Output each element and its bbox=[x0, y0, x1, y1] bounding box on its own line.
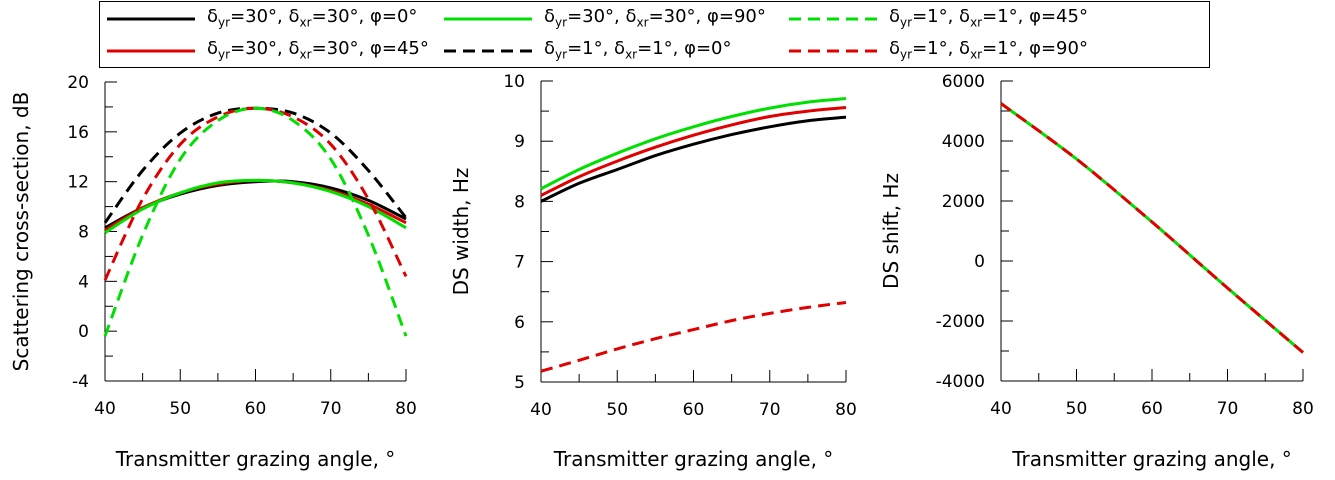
x-tick-label: 40 bbox=[530, 400, 552, 420]
chart-panel-3: 40 50 60 70 80 -4000 -2000 0 2000 4000 6000 Transmi… bbox=[879, 72, 1314, 471]
x-tick-label: 60 bbox=[683, 400, 705, 420]
y-tick-label: 8 bbox=[514, 192, 525, 212]
legend-line-swatch bbox=[107, 17, 195, 21]
y-tick-label: 5 bbox=[514, 373, 525, 393]
x-tick-label: 50 bbox=[169, 399, 191, 419]
y-tick-label: 20 bbox=[67, 73, 89, 93]
x-tick-label: 80 bbox=[835, 400, 857, 420]
y-tick-label: 16 bbox=[67, 123, 89, 143]
y-tick-label: 7 bbox=[514, 253, 525, 273]
series-line-2 bbox=[540, 106, 847, 197]
x-tick-label: 70 bbox=[1217, 399, 1239, 419]
legend-line-swatch bbox=[444, 49, 532, 53]
legend-item: δyr=1°, δxr=1°, φ=0° bbox=[440, 34, 770, 66]
x-tick-label: 80 bbox=[395, 399, 417, 419]
x-tick-label: 80 bbox=[1292, 399, 1314, 419]
y-tick-label: 0 bbox=[78, 322, 89, 342]
legend-line-swatch bbox=[789, 49, 877, 53]
series-line-2 bbox=[1000, 102, 1304, 354]
y-tick-label: 6000 bbox=[942, 72, 985, 92]
legend-item: δyr=30°, δxr=30°, φ=45° bbox=[103, 34, 433, 66]
x-tick-label: 40 bbox=[990, 399, 1012, 419]
x-tick-label: 70 bbox=[320, 399, 342, 419]
y-tick-label: -4000 bbox=[936, 372, 985, 392]
legend-label: δyr=30°, δxr=30°, φ=90° bbox=[544, 6, 766, 30]
legend-item: δyr=30°, δxr=30°, φ=90° bbox=[440, 2, 770, 34]
y-tick-label: 6 bbox=[514, 313, 525, 333]
legend-line-swatch bbox=[789, 17, 877, 21]
y-tick-label: 12 bbox=[67, 173, 89, 193]
x-axis-label: Transmitter grazing angle, ° bbox=[1011, 447, 1292, 471]
legend-item: δyr=30°, δxr=30°, φ=0° bbox=[103, 2, 433, 34]
y-tick-label: 2000 bbox=[942, 192, 985, 212]
y-tick-label: 4000 bbox=[942, 132, 985, 152]
x-tick-label: 40 bbox=[94, 399, 116, 419]
legend-item: δyr=1°, δxr=1°, φ=45° bbox=[785, 2, 1115, 34]
y-tick-label: 0 bbox=[974, 252, 985, 272]
x-tick-label: 60 bbox=[1141, 399, 1163, 419]
y-tick-label: 8 bbox=[78, 223, 89, 243]
legend-label: δyr=1°, δxr=1°, φ=45° bbox=[889, 6, 1088, 30]
x-tick-label: 50 bbox=[606, 400, 628, 420]
y-tick-label: 4 bbox=[78, 272, 89, 292]
series-line-5 bbox=[103, 106, 408, 281]
x-axis-label: Transmitter grazing angle, ° bbox=[115, 447, 396, 471]
x-axis-label: Transmitter grazing angle, ° bbox=[553, 447, 834, 471]
legend-label: δyr=30°, δxr=30°, φ=45° bbox=[207, 38, 429, 62]
y-tick-label: -2000 bbox=[936, 312, 985, 332]
y-tick-label: 10 bbox=[503, 72, 525, 92]
legend-label: δyr=30°, δxr=30°, φ=0° bbox=[207, 6, 418, 30]
legend-item: δyr=1°, δxr=1°, φ=90° bbox=[785, 34, 1115, 66]
legend-line-swatch bbox=[107, 49, 195, 53]
chart-panel-2: 40 50 60 70 80 5 6 7 8 9 10 Transmitter grazing ang… bbox=[449, 72, 857, 471]
series-line-1 bbox=[540, 115, 847, 203]
series-line-6 bbox=[103, 106, 408, 337]
y-axis-label: Scattering cross-section, dB bbox=[9, 92, 33, 372]
series-line-4 bbox=[540, 301, 847, 373]
y-tick-label: 9 bbox=[514, 132, 525, 152]
series-line-3 bbox=[104, 178, 407, 234]
x-tick-label: 70 bbox=[759, 400, 781, 420]
legend-label: δyr=1°, δxr=1°, φ=90° bbox=[889, 38, 1088, 62]
y-axis-label: DS shift, Hz bbox=[879, 173, 903, 289]
series-line-3 bbox=[540, 97, 847, 191]
legend-line-swatch bbox=[444, 17, 532, 21]
legend-label: δyr=1°, δxr=1°, φ=0° bbox=[544, 38, 732, 62]
y-tick-label: -4 bbox=[72, 372, 89, 392]
chart-panel-1: 40 50 60 70 80 -4 0 4 8 12 16 20 Transmitter grazing… bbox=[9, 73, 417, 471]
legend: δyr=30°, δxr=30°, φ=0° δyr=30°, δxr=30°, … bbox=[99, 1, 1210, 68]
y-axis-label: DS width, Hz bbox=[449, 168, 473, 296]
x-tick-label: 60 bbox=[245, 399, 267, 419]
x-tick-label: 50 bbox=[1066, 399, 1088, 419]
